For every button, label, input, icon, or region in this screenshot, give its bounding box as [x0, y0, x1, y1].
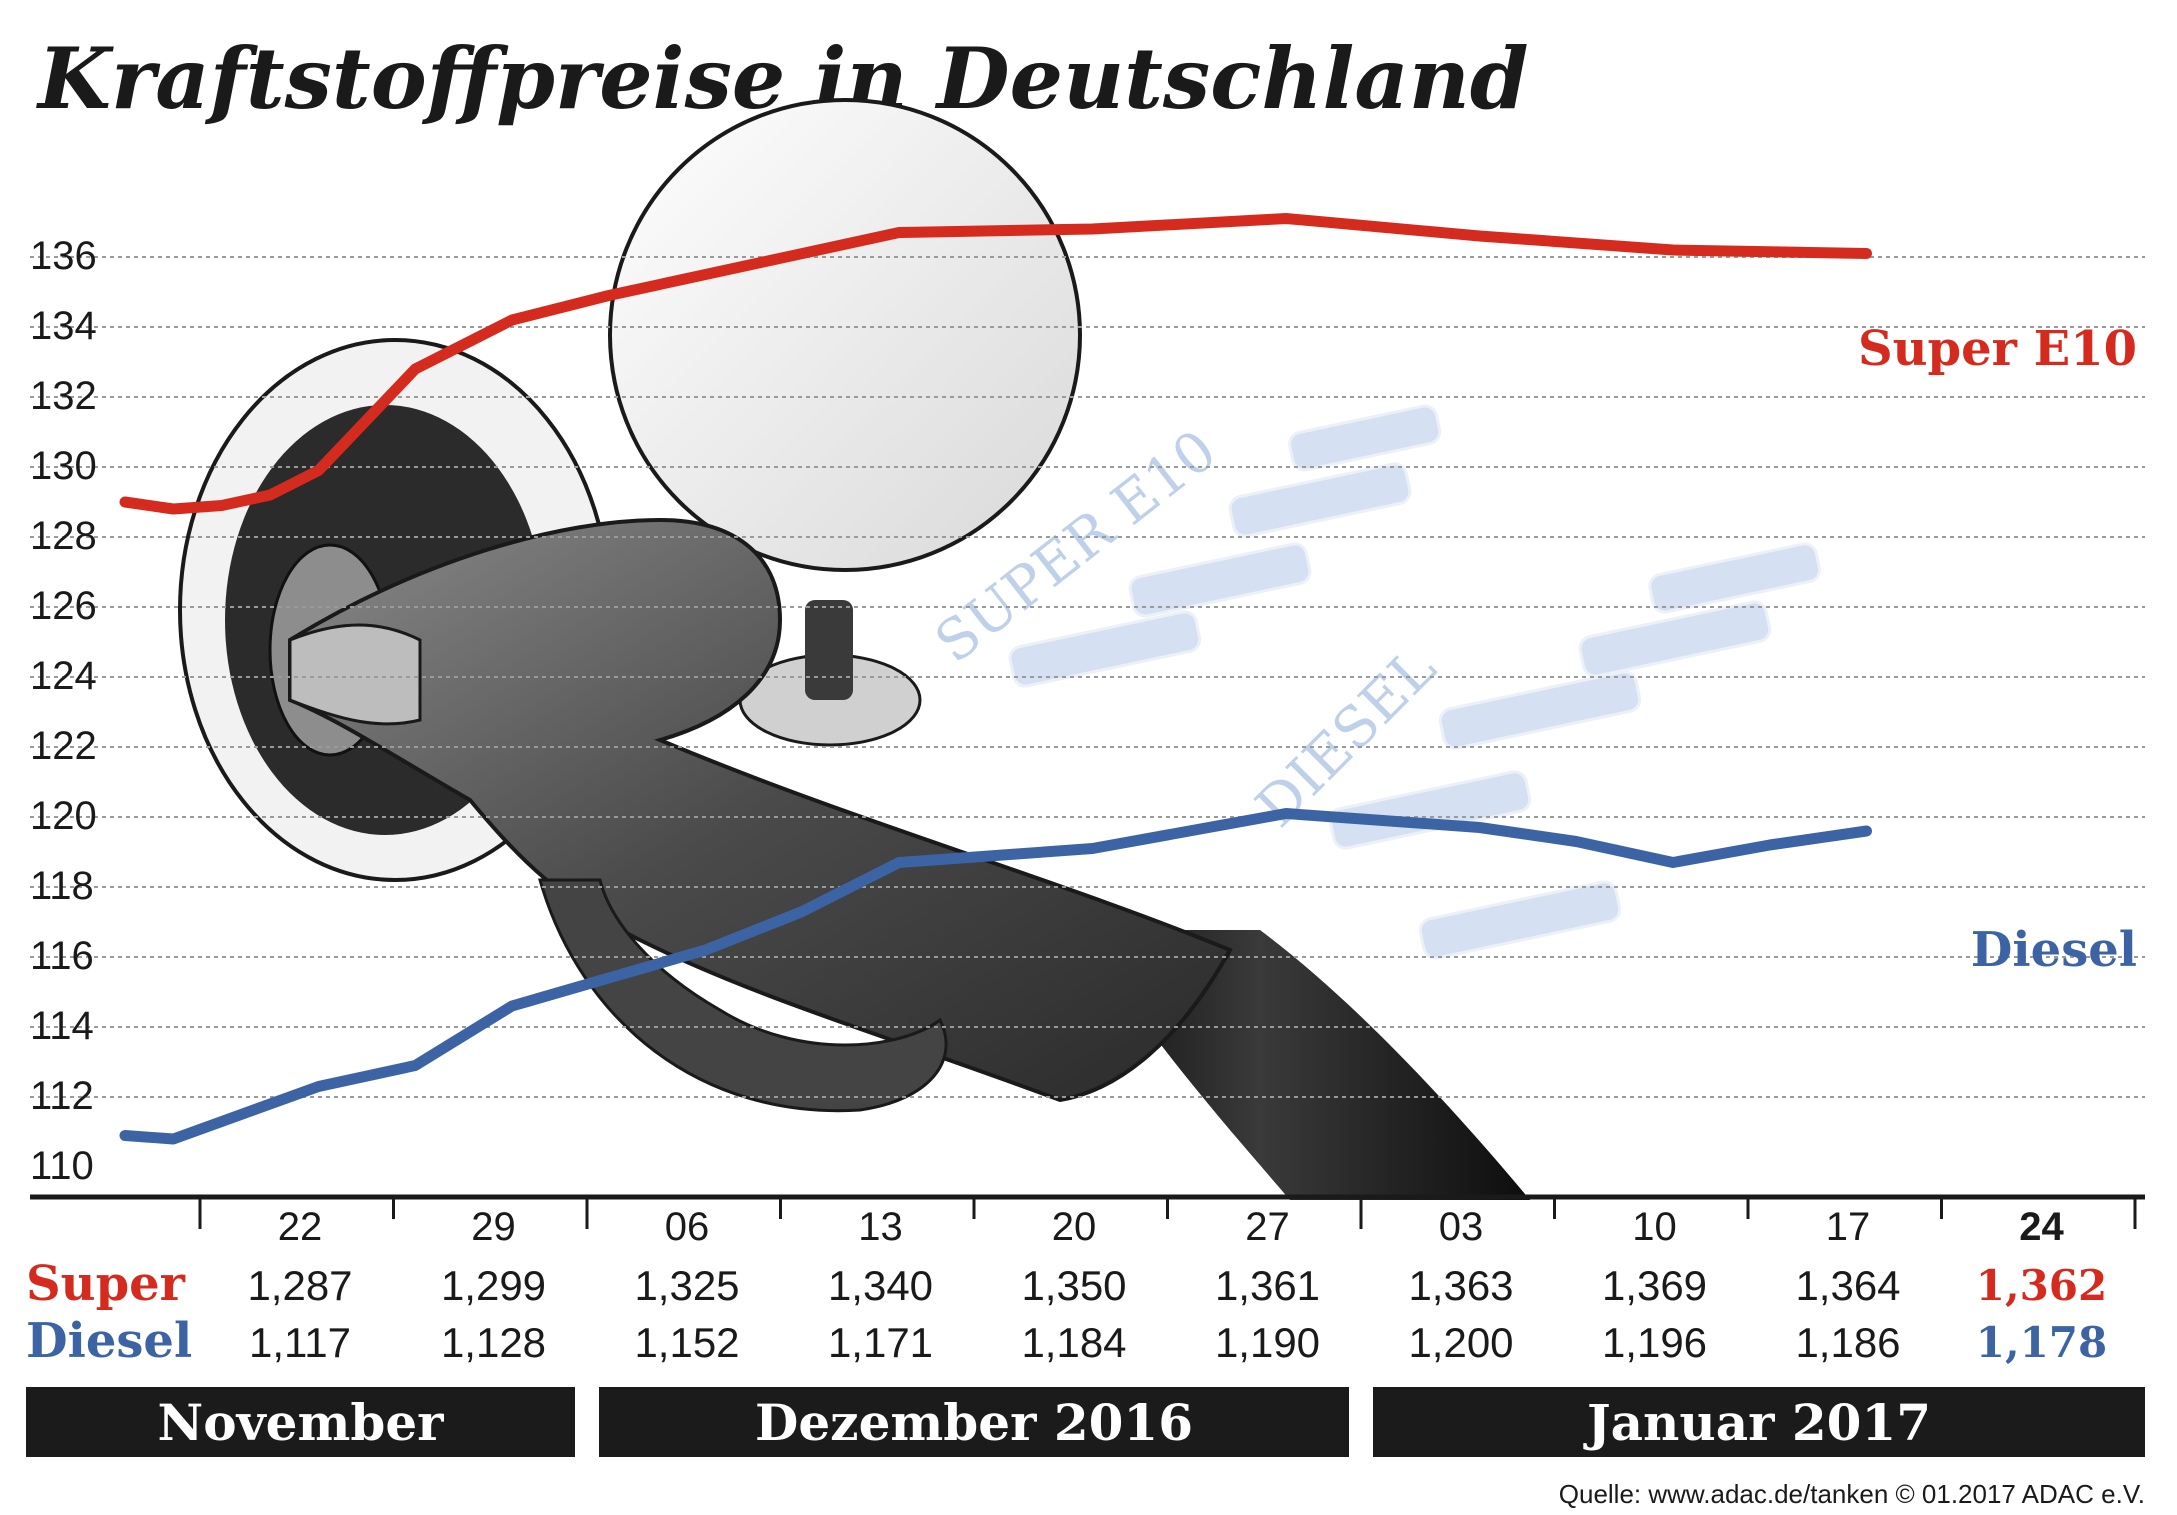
month-label-1: Dezember 2016: [755, 1393, 1193, 1452]
diesel-value-20: 1,184: [1021, 1319, 1126, 1366]
x-tick-label-22: 22: [278, 1205, 323, 1249]
diesel-value-10: 1,196: [1602, 1319, 1707, 1366]
super-value-10: 1,369: [1602, 1262, 1707, 1309]
month-band-0: [26, 1387, 575, 1457]
month-bands: November Dezember 2016 Januar 2017: [26, 1387, 2145, 1457]
row-label-diesel: Diesel: [26, 1313, 192, 1369]
series-label-super-e10: Super E10: [1858, 321, 2137, 377]
fuel-cap-door: [608, 98, 1082, 572]
fuel-nozzle-illustration: [178, 98, 1530, 1200]
nozzle-trigger: [538, 878, 948, 1113]
month-band-2: [1373, 1387, 2145, 1457]
series-line-super-e10: [119, 213, 1872, 515]
super-value-03: 1,363: [1408, 1262, 1513, 1309]
series-label-diesel: Diesel: [1971, 922, 2137, 978]
x-tick-label-03: 03: [1439, 1205, 1484, 1249]
y-tick-label-114: 114: [30, 1004, 94, 1048]
super-value-06: 1,325: [634, 1262, 739, 1309]
y-tick-label-124: 124: [30, 654, 97, 698]
super-value-17: 1,364: [1795, 1262, 1900, 1309]
table-row-super: 1,287 1,299 1,325 1,340 1,350 1,361 1,363 1,369…: [247, 1261, 2107, 1310]
y-tick-label-134: 134: [30, 304, 97, 348]
source-note: Quelle: www.adac.de/tanken © 01.2017 ADA…: [1559, 1479, 2145, 1509]
x-axis-tickmarks: [198, 1197, 2137, 1229]
y-tick-label-120: 120: [30, 794, 97, 838]
month-label-0: November: [158, 1393, 445, 1452]
nozzle-spout: [288, 623, 422, 726]
y-tick-label-132: 132: [30, 374, 97, 418]
super-value-20: 1,350: [1021, 1262, 1126, 1309]
cap-tether-post: [805, 600, 853, 700]
watermark-display: SUPER E10 DIESEL: [924, 404, 1822, 960]
y-axis-ticks: 110 112 114 116 118 120 122 124 126 128 130 132 134 1…: [30, 234, 97, 1188]
x-tick-label-20: 20: [1052, 1205, 1097, 1249]
diesel-value-27: 1,190: [1215, 1319, 1320, 1366]
series-line-diesel: [119, 808, 1872, 1145]
y-tick-label-130: 130: [30, 444, 97, 488]
y-tick-label-116: 116: [30, 934, 94, 978]
super-value-22: 1,287: [247, 1262, 352, 1309]
diesel-value-13: 1,171: [828, 1319, 933, 1366]
x-axis-tick-labels: 22 29 06 13 20 27 03 10 17 24: [278, 1205, 2065, 1249]
diesel-value-06: 1,152: [634, 1319, 739, 1366]
diesel-value-24: 1,178: [1976, 1318, 2108, 1367]
watermark-digit-blocks: [1008, 404, 1822, 960]
y-tick-label-110: 110: [30, 1144, 94, 1188]
x-tick-label-29: 29: [471, 1205, 516, 1249]
diesel-value-03: 1,200: [1408, 1319, 1513, 1366]
x-tick-label-17: 17: [1826, 1205, 1871, 1249]
super-value-29: 1,299: [441, 1262, 546, 1309]
x-tick-label-27: 27: [1245, 1205, 1290, 1249]
y-tick-label-122: 122: [30, 724, 97, 768]
super-value-27: 1,361: [1215, 1262, 1320, 1309]
diesel-value-22: 1,117: [249, 1319, 351, 1366]
y-tick-label-126: 126: [30, 584, 97, 628]
y-tick-label-112: 112: [30, 1074, 94, 1118]
table-row-diesel: 1,117 1,128 1,152 1,171 1,184 1,190 1,200 1,196…: [249, 1318, 2107, 1367]
month-band-1: [599, 1387, 1349, 1457]
row-label-super: Super: [26, 1256, 186, 1312]
super-value-13: 1,340: [828, 1262, 933, 1309]
x-tick-label-06: 06: [665, 1205, 710, 1249]
x-tick-label-24: 24: [2019, 1205, 2064, 1249]
super-value-24: 1,362: [1976, 1261, 2108, 1310]
x-tick-label-10: 10: [1632, 1205, 1677, 1249]
diesel-value-17: 1,186: [1795, 1319, 1900, 1366]
x-tick-label-13: 13: [858, 1205, 903, 1249]
month-label-2: Januar 2017: [1583, 1393, 1931, 1452]
y-tick-label-118: 118: [30, 864, 94, 908]
diesel-value-29: 1,128: [441, 1319, 546, 1366]
y-tick-label-128: 128: [30, 514, 97, 558]
y-tick-label-136: 136: [30, 234, 97, 278]
